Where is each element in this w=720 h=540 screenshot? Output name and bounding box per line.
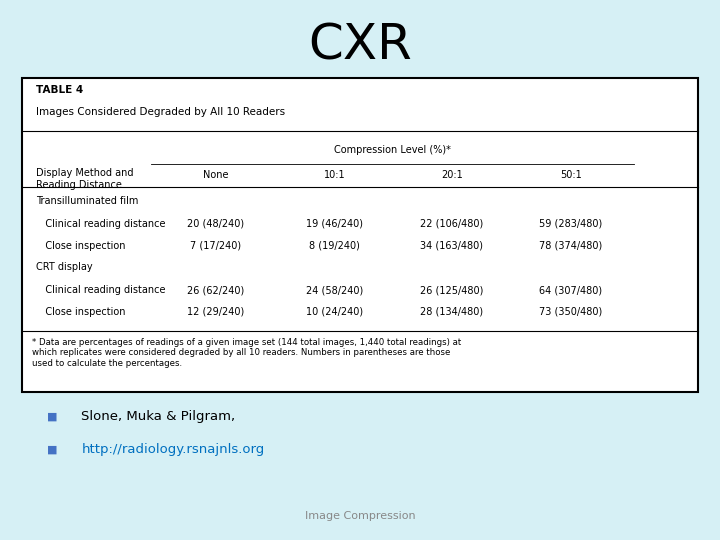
Text: 7 (17/240): 7 (17/240) xyxy=(190,241,242,251)
Text: Clinical reading distance: Clinical reading distance xyxy=(36,219,166,229)
Text: Transilluminated film: Transilluminated film xyxy=(36,196,138,206)
Text: 59 (283/480): 59 (283/480) xyxy=(539,219,602,229)
Text: 20:1: 20:1 xyxy=(441,170,463,180)
Text: Close inspection: Close inspection xyxy=(36,307,125,317)
Text: Display Method and
Reading Distance: Display Method and Reading Distance xyxy=(36,168,133,190)
Text: 24 (58/240): 24 (58/240) xyxy=(306,285,364,295)
Text: 19 (46/240): 19 (46/240) xyxy=(306,219,364,229)
Text: Slone, Muka & Pilgram,: Slone, Muka & Pilgram, xyxy=(81,410,235,423)
Text: 34 (163/480): 34 (163/480) xyxy=(420,241,483,251)
Text: Clinical reading distance: Clinical reading distance xyxy=(36,285,166,295)
FancyBboxPatch shape xyxy=(22,78,698,392)
Text: CRT display: CRT display xyxy=(36,262,93,272)
Text: * Data are percentages of readings of a given image set (144 total images, 1,440: * Data are percentages of readings of a … xyxy=(32,338,462,368)
Text: http://radiology.rsnajnls.org: http://radiology.rsnajnls.org xyxy=(81,443,265,456)
Text: Close inspection: Close inspection xyxy=(36,241,125,251)
Text: 78 (374/480): 78 (374/480) xyxy=(539,241,602,251)
Text: 8 (19/240): 8 (19/240) xyxy=(310,241,360,251)
Text: 73 (350/480): 73 (350/480) xyxy=(539,307,602,317)
Text: Image Compression: Image Compression xyxy=(305,511,415,521)
Text: 10 (24/240): 10 (24/240) xyxy=(306,307,364,317)
Text: CXR: CXR xyxy=(308,22,412,70)
Text: 26 (62/240): 26 (62/240) xyxy=(187,285,245,295)
Text: 50:1: 50:1 xyxy=(559,170,582,180)
Text: 26 (125/480): 26 (125/480) xyxy=(420,285,484,295)
Text: 12 (29/240): 12 (29/240) xyxy=(187,307,245,317)
Text: TABLE 4: TABLE 4 xyxy=(36,85,84,96)
Text: None: None xyxy=(203,170,229,180)
Text: Images Considered Degraded by All 10 Readers: Images Considered Degraded by All 10 Rea… xyxy=(36,107,285,117)
Text: 28 (134/480): 28 (134/480) xyxy=(420,307,483,317)
Text: 20 (48/240): 20 (48/240) xyxy=(187,219,245,229)
Text: 10:1: 10:1 xyxy=(324,170,346,180)
Text: Compression Level (%)*: Compression Level (%)* xyxy=(334,145,451,156)
Text: 64 (307/480): 64 (307/480) xyxy=(539,285,602,295)
Text: ■: ■ xyxy=(47,444,58,454)
Text: ■: ■ xyxy=(47,412,58,422)
Text: 22 (106/480): 22 (106/480) xyxy=(420,219,483,229)
